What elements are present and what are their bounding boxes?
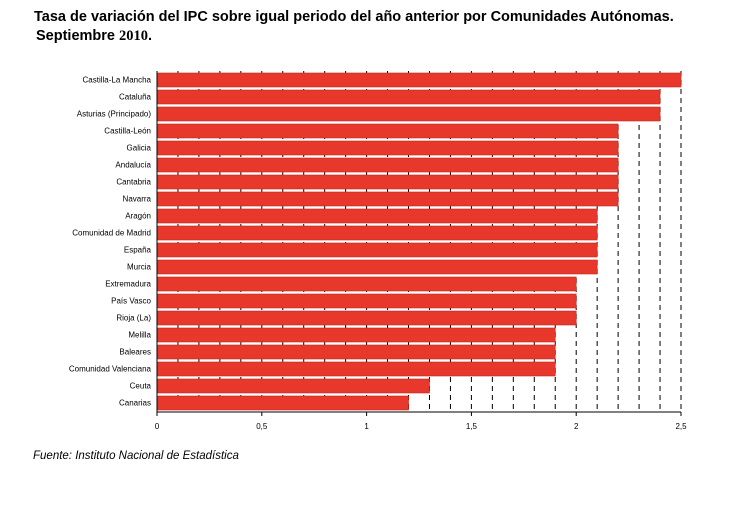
bar — [156, 191, 619, 207]
source-note: Fuente: Instituto Nacional de Estadístic… — [33, 450, 239, 462]
x-tick-label: 1,5 — [466, 422, 478, 431]
category-label: Ceuta — [130, 382, 152, 391]
bar — [156, 157, 619, 173]
bar — [156, 327, 556, 343]
x-tick-label: 0 — [155, 422, 160, 431]
bar — [156, 72, 682, 88]
category-label: Castilla-La Mancha — [83, 76, 152, 85]
bar — [156, 106, 661, 122]
bar — [156, 378, 430, 394]
category-label: Extremadura — [105, 280, 151, 289]
bar — [156, 242, 598, 258]
title-period: . — [148, 28, 153, 44]
bar — [156, 123, 619, 139]
bar — [156, 174, 619, 190]
bar — [156, 344, 556, 360]
gridlines — [177, 71, 682, 412]
category-label: Baleares — [119, 348, 151, 357]
category-label: Comunidad Valenciana — [69, 365, 152, 374]
category-label: Comunidad de Madrid — [72, 229, 151, 238]
category-label: País Vasco — [111, 297, 151, 306]
category-label: España — [124, 246, 152, 255]
bar — [156, 140, 619, 156]
category-label: Galicia — [127, 144, 152, 153]
x-tick-label: 1 — [364, 422, 369, 431]
chart-title: Tasa de variación del IPC sobre igual pe… — [34, 8, 674, 46]
category-label: Cantabria — [116, 178, 151, 187]
bar — [156, 89, 661, 105]
category-label: Asturias (Principado) — [77, 110, 152, 119]
category-label: Castilla-León — [104, 127, 151, 136]
category-label: Rioja (La) — [116, 314, 151, 323]
title-line-2: Septiembre 2010. — [36, 27, 674, 46]
bar — [156, 208, 598, 224]
x-tick-label: 2,5 — [675, 422, 687, 431]
category-label: Andalucía — [115, 161, 151, 170]
category-label: Melilla — [128, 331, 151, 340]
bar — [156, 310, 577, 326]
category-label: Murcia — [127, 263, 152, 272]
category-label: Canarias — [119, 399, 151, 408]
category-labels: Castilla-La Mancha Cataluña Asturias (Prin… — [69, 76, 152, 408]
x-tick-label: 0,5 — [256, 422, 268, 431]
title-year: 2010 — [119, 28, 148, 44]
bar — [156, 225, 598, 241]
category-label: Aragón — [125, 212, 151, 221]
title-line-1: Tasa de variación del IPC sobre igual pe… — [34, 9, 674, 25]
category-label: Navarra — [123, 195, 152, 204]
bar — [156, 259, 598, 275]
bars — [156, 72, 682, 411]
category-label: Cataluña — [119, 93, 152, 102]
x-axis: 0 0,5 1 1,5 2 2,5 — [155, 71, 687, 431]
title-month: Septiembre — [36, 28, 119, 44]
x-tick-label: 2 — [574, 422, 579, 431]
bar — [156, 293, 577, 309]
bar — [156, 395, 409, 411]
bar — [156, 276, 577, 292]
bar — [156, 361, 556, 377]
